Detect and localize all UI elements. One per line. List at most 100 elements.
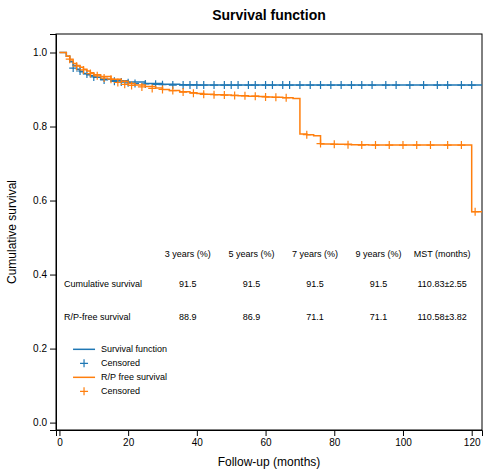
- censored-marker: [279, 81, 287, 89]
- tick-label: 80: [329, 437, 341, 448]
- censored-marker: [399, 141, 407, 149]
- censored-marker: [420, 81, 428, 89]
- legend-swatch: [73, 349, 95, 351]
- censored-marker: [66, 55, 74, 63]
- y-tick: 0.4: [33, 269, 56, 280]
- censored-marker: [286, 81, 294, 89]
- x-tick: 60: [261, 430, 273, 448]
- x-axis: 020406080100120: [57, 430, 483, 448]
- censored-marker: [344, 141, 352, 149]
- censored-marker: [114, 78, 122, 86]
- legend-label: Censored: [101, 386, 140, 396]
- x-tick: 100: [395, 430, 412, 448]
- censored-marker: [406, 81, 414, 89]
- censored-marker: [385, 141, 393, 149]
- chart-title: Survival function: [212, 7, 326, 23]
- censored-marker: [189, 89, 197, 97]
- censored-marker: [426, 141, 434, 149]
- censored-marker: [193, 81, 201, 89]
- censored-marker: [471, 208, 479, 216]
- censored-marker: [444, 81, 452, 89]
- table: 3 years (%)5 years (%)7 years (%)9 years…: [64, 249, 471, 322]
- y-tick: 0.6: [33, 195, 56, 206]
- censored-marker: [241, 92, 249, 100]
- table-cell: 91.5: [370, 279, 388, 289]
- plot-area: 0204060801001200.00.20.40.60.81.03 years…: [33, 34, 482, 448]
- censored-marker: [372, 141, 380, 149]
- tick-mark: [472, 430, 473, 436]
- tick-label: 0.2: [33, 343, 47, 354]
- x-axis-title: Follow-up (months): [218, 455, 321, 469]
- table-header: 7 years (%): [292, 249, 338, 259]
- censored-marker: [210, 81, 218, 89]
- tick-label: 100: [395, 437, 412, 448]
- censored-marker: [317, 140, 325, 148]
- table-cell: 91.5: [179, 279, 197, 289]
- table-cell: 88.9: [179, 312, 197, 322]
- x-tick: 120: [464, 430, 481, 448]
- x-tick: 40: [192, 430, 204, 448]
- censored-marker: [327, 81, 335, 89]
- tick-label: 0.0: [33, 417, 47, 428]
- censored-marker: [121, 80, 129, 88]
- censored-marker: [337, 81, 345, 89]
- censored-marker: [317, 81, 325, 89]
- censored-marker: [148, 84, 156, 92]
- censored-marker: [179, 88, 187, 96]
- legend-item: Survival function: [73, 344, 167, 354]
- censored-marker: [227, 81, 235, 89]
- censored-marker: [413, 141, 421, 149]
- censored-marker: [159, 86, 167, 94]
- table-row-label: R/P-free survival: [64, 312, 131, 322]
- axis-domain: [50, 35, 57, 431]
- censored-marker: [433, 81, 441, 89]
- table-header: MST (months): [414, 249, 471, 259]
- censored-marker: [330, 140, 338, 148]
- censored-marker: [272, 93, 280, 101]
- tick-mark: [197, 430, 198, 436]
- legend-swatch: [80, 359, 88, 367]
- tick-label: 40: [192, 437, 204, 448]
- table-cell: 71.1: [370, 312, 388, 322]
- censored-marker: [392, 81, 400, 89]
- censored-marker: [303, 131, 311, 139]
- censored-marker: [251, 81, 259, 89]
- censored-marker: [306, 81, 314, 89]
- table-cell: 110.83±2.55: [418, 279, 467, 289]
- censored-marker: [93, 72, 101, 80]
- censored-marker: [268, 81, 276, 89]
- censored-marker: [73, 62, 81, 70]
- tick-label: 0.4: [33, 269, 47, 280]
- legend-swatch: [73, 377, 95, 379]
- tick-mark: [403, 430, 404, 436]
- tick-mark: [128, 430, 129, 436]
- tick-mark: [266, 430, 267, 436]
- censored-marker: [220, 81, 228, 89]
- censored-marker: [457, 141, 465, 149]
- tick-mark: [50, 349, 56, 350]
- tick-mark: [50, 201, 56, 202]
- censored-marker: [262, 93, 270, 101]
- series-line: [59, 53, 482, 86]
- tick-mark: [50, 53, 56, 54]
- legend-label: Censored: [101, 358, 140, 368]
- table-cell: 71.1: [306, 312, 324, 322]
- y-tick: 1.0: [33, 47, 56, 58]
- censored-marker: [138, 83, 146, 91]
- censored-marker: [210, 91, 218, 99]
- plot-frame: [56, 34, 482, 430]
- table-cell: 110.58±3.82: [418, 312, 467, 322]
- censored-marker: [457, 81, 465, 89]
- table-cell: 91.5: [306, 279, 324, 289]
- censored-marker: [128, 81, 136, 89]
- tick-mark: [50, 275, 56, 276]
- censored-marker: [444, 141, 452, 149]
- legend-label: Survival function: [101, 344, 167, 354]
- censored-marker: [186, 81, 194, 89]
- legend-item: Censored: [80, 386, 140, 396]
- censored-marker: [100, 74, 108, 82]
- tick-label: 0.8: [33, 121, 47, 132]
- table-row-label: Cumulative survival: [64, 279, 142, 289]
- censored-marker: [86, 70, 94, 78]
- tick-mark: [334, 430, 335, 436]
